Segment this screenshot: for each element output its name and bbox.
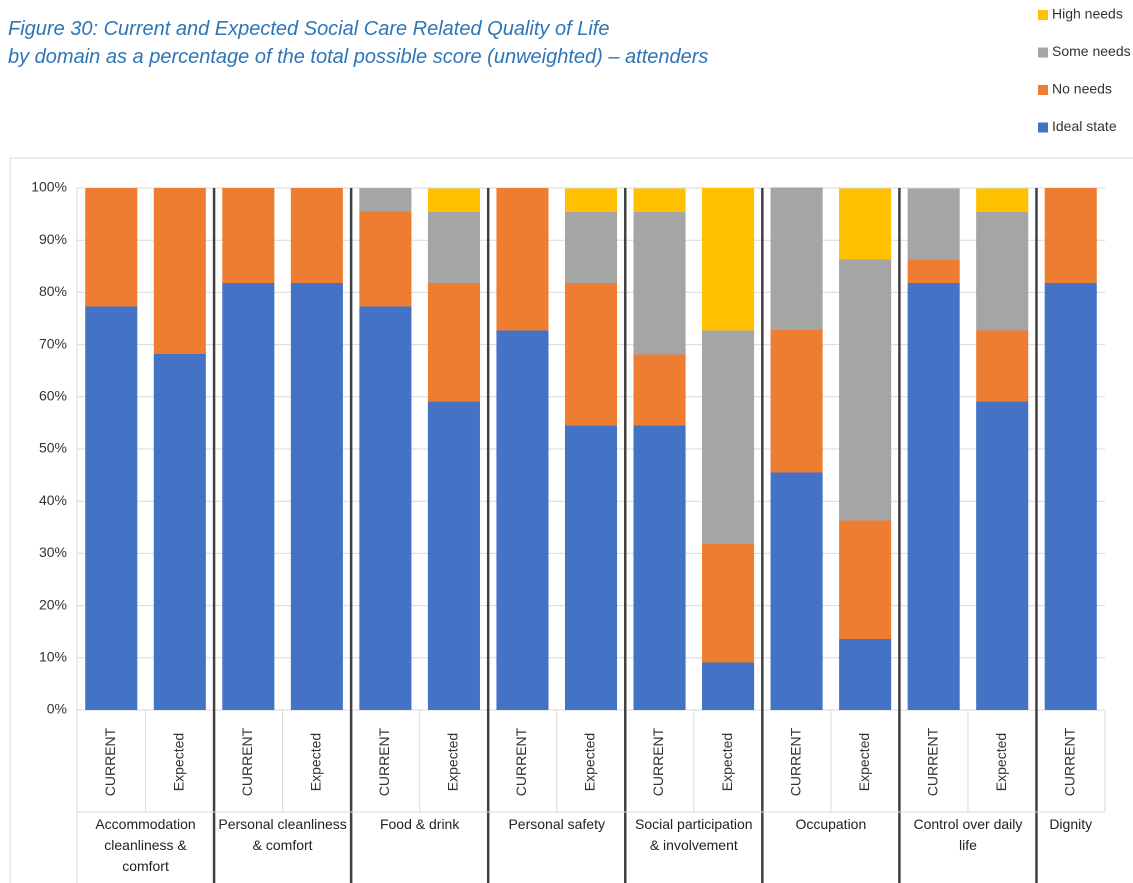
x-tick-label: Expected xyxy=(171,733,187,791)
group-label: Control over daily life xyxy=(913,816,1023,853)
legend-label: Some needs xyxy=(1052,43,1131,59)
y-tick-label: 60% xyxy=(39,388,67,404)
legend-swatch xyxy=(1038,47,1048,58)
x-tick-label: Expected xyxy=(582,733,598,791)
bar-segment xyxy=(907,283,960,710)
bar-segment xyxy=(427,212,480,284)
x-tick-label: CURRENT xyxy=(650,727,666,796)
bar-segment xyxy=(976,188,1029,213)
bar-segment xyxy=(770,472,823,710)
bar-segment xyxy=(496,330,549,710)
bar-segment xyxy=(427,283,480,402)
x-tick-label: Expected xyxy=(719,733,735,791)
y-tick-label: 30% xyxy=(39,544,67,560)
y-tick-label: 20% xyxy=(39,596,67,612)
bar-segment xyxy=(907,259,960,284)
bar-segment xyxy=(222,188,275,284)
bar-segment xyxy=(976,330,1029,402)
legend-swatch xyxy=(1038,122,1048,133)
chart-subtitle: by domain as a percentage of the total p… xyxy=(8,46,709,68)
y-tick-label: 70% xyxy=(39,335,67,351)
y-tick-label: 90% xyxy=(39,231,67,247)
bar-segment xyxy=(770,329,823,473)
bar-segment xyxy=(359,188,412,212)
bar-segment xyxy=(1044,283,1097,710)
y-tick-label: 100% xyxy=(31,179,67,195)
chart-frame xyxy=(9,157,1133,883)
chart-title: Figure 30: Current and Expected Social C… xyxy=(8,18,610,40)
bar-segment xyxy=(702,544,755,663)
x-tick-label: CURRENT xyxy=(924,727,940,796)
group-label: Occupation xyxy=(795,816,867,832)
bar-segment xyxy=(839,259,892,521)
x-tick-label: CURRENT xyxy=(239,727,255,796)
bar-segment xyxy=(153,188,206,354)
bar-segment xyxy=(153,353,206,710)
bar-segment xyxy=(702,330,755,545)
bar-segment xyxy=(976,212,1029,331)
bar-segment xyxy=(633,354,686,426)
bar-segment xyxy=(702,662,755,710)
bar-segment xyxy=(290,188,343,284)
x-tick-label: Expected xyxy=(308,733,324,791)
legend-label: No needs xyxy=(1052,81,1112,97)
bar-segment xyxy=(290,283,343,710)
bar-segment xyxy=(359,211,412,307)
bar-segment xyxy=(839,520,892,640)
x-tick-label: Expected xyxy=(993,733,1009,791)
bar-segment xyxy=(496,188,549,331)
bar-segment xyxy=(85,188,138,307)
y-tick-label: 10% xyxy=(39,649,67,665)
bar-segment xyxy=(839,188,892,260)
x-tick-label: CURRENT xyxy=(102,727,118,796)
x-tick-label: CURRENT xyxy=(787,727,803,796)
y-tick-label: 50% xyxy=(39,440,67,456)
y-tick-label: 80% xyxy=(39,283,67,299)
bar-segment xyxy=(633,425,686,710)
group-label: Personal cleanliness & comfort xyxy=(218,816,347,853)
legend-label: High needs xyxy=(1052,6,1123,22)
x-tick-label: CURRENT xyxy=(1061,727,1077,796)
group-label: Food & drink xyxy=(379,816,460,832)
bar-segment xyxy=(633,188,686,213)
bar-segment xyxy=(427,401,480,710)
bar-segment xyxy=(1044,188,1097,284)
x-tick-label: CURRENT xyxy=(513,727,529,796)
x-tick-label: CURRENT xyxy=(376,727,392,796)
legend-label: Ideal state xyxy=(1052,118,1117,134)
bar-segment xyxy=(633,212,686,355)
bar-segment xyxy=(359,306,412,710)
bar-segment xyxy=(85,306,138,710)
bar-segment xyxy=(427,188,480,213)
bar-segment xyxy=(976,401,1029,710)
bar-segment xyxy=(702,188,755,331)
group-label: Personal safety xyxy=(508,816,605,832)
group-label: Accommodation cleanliness & comfort xyxy=(95,816,196,874)
legend-swatch xyxy=(1038,85,1048,95)
bar-segment xyxy=(564,425,618,710)
group-label: Dignity xyxy=(1049,816,1093,832)
bar-segment xyxy=(907,188,960,260)
bar-segment xyxy=(564,283,618,426)
x-tick-label: Expected xyxy=(445,733,461,791)
legend-swatch xyxy=(1038,10,1048,20)
group-label: Social participation & involvement xyxy=(635,816,753,853)
bar-segment xyxy=(839,639,892,710)
y-tick-label: 40% xyxy=(39,492,67,508)
y-tick-label: 0% xyxy=(47,701,67,717)
bar-segment xyxy=(222,283,275,710)
bar-segment xyxy=(564,188,618,213)
x-tick-label: Expected xyxy=(856,733,872,791)
bar-segment xyxy=(770,187,823,330)
bar-segment xyxy=(564,212,618,284)
